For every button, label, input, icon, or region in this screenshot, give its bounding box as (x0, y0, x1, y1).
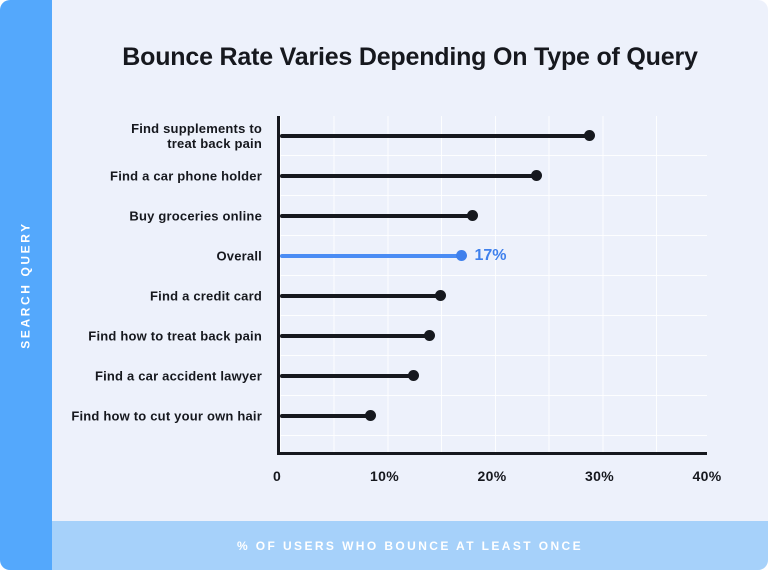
category-label: Find supplements to treat back pain (131, 120, 262, 151)
x-tick-label: 10% (370, 468, 399, 484)
lollipop-stick (280, 413, 371, 418)
lollipop-stick (280, 133, 590, 138)
category-label: Find a credit card (150, 287, 262, 303)
category-label: Find how to cut your own hair (71, 407, 262, 423)
x-tick-label: 20% (477, 468, 507, 484)
category-label: Buy groceries online (129, 207, 262, 223)
lollipop-stick (280, 213, 473, 218)
category-label: Find a car accident lawyer (94, 367, 262, 383)
lollipop-dot (407, 370, 419, 381)
lollipop-dot (423, 330, 435, 341)
value-annotation: 17% (474, 247, 507, 264)
y-axis-title: SEARCH QUERY (19, 221, 33, 349)
y-axis-title-bar: SEARCH QUERY (0, 0, 52, 570)
lollipop-stick (280, 253, 462, 258)
lollipop-dot (434, 290, 446, 301)
category-label: Find how to treat back pain (88, 327, 262, 343)
chart-title: Bounce Rate Varies Depending On Type of … (122, 43, 698, 71)
x-tick-label: 30% (585, 468, 614, 484)
lollipop-stick (280, 373, 414, 378)
lollipop-stick (280, 173, 537, 178)
lollipop-dot (466, 210, 478, 221)
lollipop-stick (280, 293, 441, 298)
x-axis-title-bar: % OF USERS WHO BOUNCE AT LEAST ONCE (52, 521, 768, 570)
category-label: Find a car phone holder (110, 167, 262, 183)
lollipop-dot (530, 170, 542, 181)
x-tick-label: 0 (272, 468, 282, 484)
lollipop-dot (455, 250, 467, 261)
x-axis-ticks: 0 10% 20% 30% 40% (273, 468, 721, 488)
lollipop-dot (584, 130, 596, 141)
plot-area: 17% (277, 116, 707, 455)
lollipop-stick (280, 333, 430, 338)
category-label: Overall (216, 247, 262, 263)
lollipop-dot (365, 410, 377, 421)
x-tick-label: 40% (692, 468, 722, 484)
category-labels: Find supplements to treat back pain Find … (60, 116, 262, 455)
x-axis-title: % OF USERS WHO BOUNCE AT LEAST ONCE (236, 538, 583, 553)
